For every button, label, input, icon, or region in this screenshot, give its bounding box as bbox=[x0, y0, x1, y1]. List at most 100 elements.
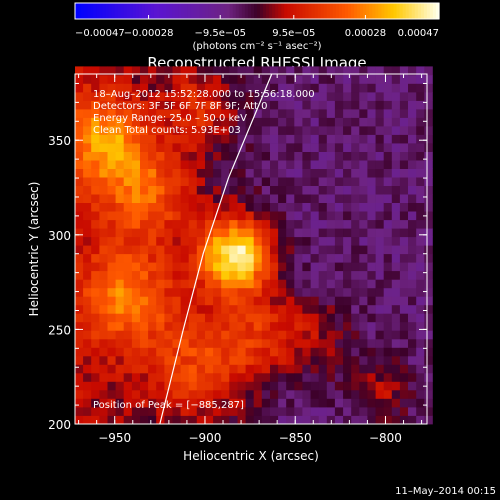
heatmap-cell bbox=[253, 407, 263, 416]
heatmap-cell bbox=[302, 66, 311, 76]
heatmap-cell bbox=[188, 92, 198, 101]
heatmap-cell bbox=[229, 415, 238, 425]
heatmap-cell bbox=[213, 304, 222, 314]
heatmap-cell bbox=[367, 83, 376, 93]
heatmap-cell bbox=[343, 134, 352, 144]
heatmap-cell bbox=[286, 100, 295, 110]
heatmap-cell bbox=[391, 338, 401, 348]
heatmap-cell bbox=[318, 185, 328, 195]
heatmap-cell bbox=[99, 372, 108, 382]
heatmap-cell bbox=[302, 304, 311, 314]
heatmap-cell bbox=[318, 372, 328, 382]
heatmap-cell bbox=[261, 398, 271, 408]
heatmap-cell bbox=[383, 381, 393, 391]
heatmap-cell bbox=[351, 236, 360, 246]
heatmap-cell bbox=[172, 66, 181, 76]
heatmap-cell bbox=[180, 219, 190, 229]
heatmap-cell bbox=[172, 160, 181, 169]
heatmap-cell bbox=[115, 92, 125, 101]
heatmap-cell bbox=[237, 66, 246, 76]
heatmap-cell bbox=[253, 185, 263, 195]
heatmap-cell bbox=[424, 245, 433, 255]
heatmap-cell bbox=[115, 236, 125, 246]
heatmap-cell bbox=[75, 177, 84, 186]
heatmap-cell bbox=[302, 117, 311, 127]
heatmap-cell bbox=[115, 270, 125, 280]
heatmap-cell bbox=[408, 407, 417, 416]
x-tick-label: −900 bbox=[188, 431, 221, 445]
heatmap-cell bbox=[196, 92, 206, 101]
heatmap-cell bbox=[318, 407, 328, 416]
heatmap-cell bbox=[180, 109, 190, 118]
heatmap-cell bbox=[237, 330, 246, 340]
heatmap-cell bbox=[310, 100, 320, 110]
heatmap-cell bbox=[334, 389, 344, 399]
heatmap-cell bbox=[343, 279, 352, 289]
heatmap-cell bbox=[237, 338, 246, 348]
heatmap-cell bbox=[399, 66, 409, 76]
heatmap-cell bbox=[399, 194, 409, 203]
heatmap-cell bbox=[91, 185, 100, 195]
heatmap-cell bbox=[286, 330, 295, 340]
heatmap-cell bbox=[424, 177, 433, 186]
heatmap-cell bbox=[359, 321, 368, 331]
heatmap-cell bbox=[408, 270, 417, 280]
heatmap-cell bbox=[107, 92, 116, 101]
heatmap-cell bbox=[99, 219, 108, 229]
heatmap-cell bbox=[99, 185, 108, 195]
heatmap-cell bbox=[294, 126, 303, 135]
colorbar-cell bbox=[296, 3, 301, 19]
heatmap-cell bbox=[140, 100, 149, 110]
heatmap-cell bbox=[205, 355, 214, 365]
heatmap-cell bbox=[164, 211, 173, 221]
heatmap-cell bbox=[164, 253, 173, 263]
heatmap-cell bbox=[375, 245, 385, 255]
heatmap-cell bbox=[172, 304, 181, 314]
heatmap-cell bbox=[270, 194, 279, 203]
heatmap-cell bbox=[83, 253, 92, 263]
colorbar-cell bbox=[351, 3, 355, 19]
heatmap-cell bbox=[261, 202, 271, 212]
heatmap-cell bbox=[416, 330, 425, 340]
heatmap-cell bbox=[367, 330, 376, 340]
heatmap-cell bbox=[221, 100, 230, 110]
heatmap-cell bbox=[221, 313, 230, 323]
heatmap-cell bbox=[180, 398, 190, 408]
heatmap-cell bbox=[286, 109, 295, 118]
colorbar-cell bbox=[360, 3, 364, 19]
colorbar-cell bbox=[250, 3, 255, 19]
heatmap-cell bbox=[213, 117, 222, 127]
heatmap-cell bbox=[140, 279, 149, 289]
heatmap-cell bbox=[318, 398, 328, 408]
heatmap-cell bbox=[91, 407, 100, 416]
heatmap-cell bbox=[107, 134, 116, 144]
heatmap-cell bbox=[213, 202, 222, 212]
heatmap-cell bbox=[383, 287, 393, 297]
heatmap-cell bbox=[180, 134, 190, 144]
heatmap-cell bbox=[253, 279, 263, 289]
heatmap-cell bbox=[164, 177, 173, 186]
heatmap-cell bbox=[416, 398, 425, 408]
heatmap-cell bbox=[253, 168, 263, 178]
heatmap-cell bbox=[302, 228, 311, 238]
x-axis-label: Heliocentric X (arcsec) bbox=[183, 449, 319, 463]
heatmap-cell bbox=[294, 296, 303, 306]
heatmap-cell bbox=[83, 347, 92, 357]
colorbar-cell bbox=[153, 3, 158, 19]
heatmap-cell bbox=[399, 415, 409, 425]
heatmap-cell bbox=[318, 202, 328, 212]
heatmap-cell bbox=[367, 338, 376, 348]
heatmap-cell bbox=[140, 287, 149, 297]
heatmap-cell bbox=[424, 364, 433, 374]
heatmap-cell bbox=[326, 270, 336, 280]
heatmap-cell bbox=[286, 338, 295, 348]
heatmap-cell bbox=[83, 355, 92, 365]
heatmap-cell bbox=[302, 313, 311, 323]
heatmap-cell bbox=[91, 355, 100, 365]
heatmap-cell bbox=[270, 389, 279, 399]
heatmap-cell bbox=[180, 245, 190, 255]
heatmap-cell bbox=[91, 296, 100, 306]
heatmap-cell bbox=[326, 304, 336, 314]
heatmap-cell bbox=[188, 168, 198, 178]
heatmap-cell bbox=[286, 143, 295, 152]
